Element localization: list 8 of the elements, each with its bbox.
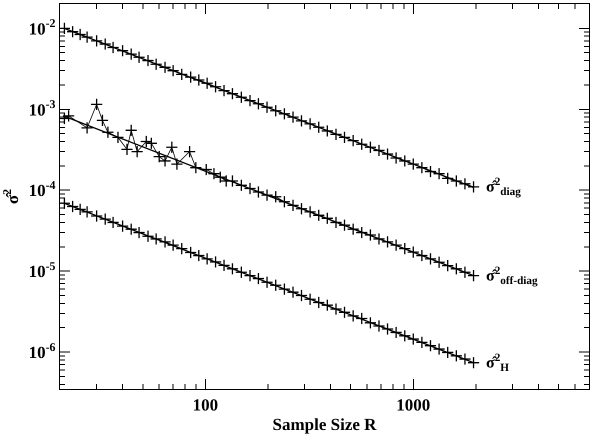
y-tick-label: 10$^{-5}$ bbox=[28, 258, 56, 282]
y-tick-label: 10$^{-2}$ bbox=[28, 16, 56, 38]
x-tick-label: 1000 bbox=[396, 396, 430, 414]
y-tick-label: 10$^{-3}$ bbox=[28, 97, 56, 120]
x-axis-title: Sample Size R bbox=[272, 414, 378, 434]
x-tick-label: 100 bbox=[192, 396, 218, 414]
y-tick-label: 10$^{-6}$ bbox=[28, 340, 56, 362]
y-tick-label: 10$^{-4}$ bbox=[28, 178, 56, 200]
